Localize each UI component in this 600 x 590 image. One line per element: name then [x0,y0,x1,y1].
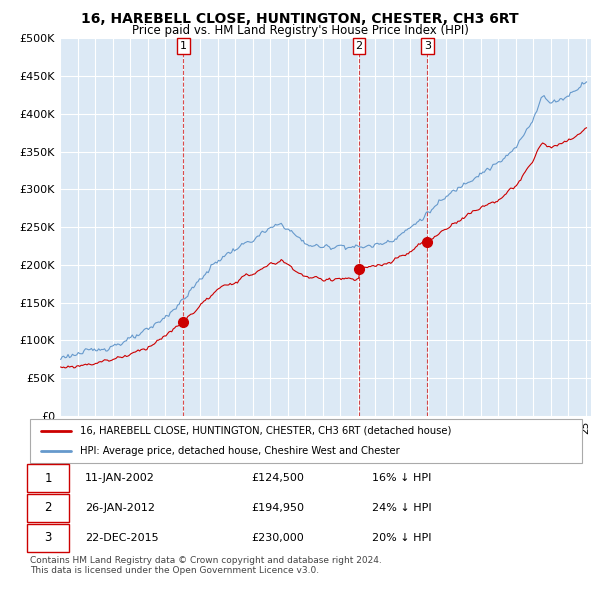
FancyBboxPatch shape [27,464,68,492]
Text: 3: 3 [424,41,431,51]
Text: 11-JAN-2002: 11-JAN-2002 [85,473,155,483]
Text: 16% ↓ HPI: 16% ↓ HPI [372,473,431,483]
Text: Price paid vs. HM Land Registry's House Price Index (HPI): Price paid vs. HM Land Registry's House … [131,24,469,37]
Text: 26-JAN-2012: 26-JAN-2012 [85,503,155,513]
Text: Contains HM Land Registry data © Crown copyright and database right 2024.: Contains HM Land Registry data © Crown c… [30,556,382,565]
Text: This data is licensed under the Open Government Licence v3.0.: This data is licensed under the Open Gov… [30,566,319,575]
Text: 2: 2 [44,502,52,514]
Text: 2: 2 [356,41,363,51]
Text: 24% ↓ HPI: 24% ↓ HPI [372,503,432,513]
Text: 16, HAREBELL CLOSE, HUNTINGTON, CHESTER, CH3 6RT: 16, HAREBELL CLOSE, HUNTINGTON, CHESTER,… [81,12,519,26]
FancyBboxPatch shape [27,494,68,522]
FancyBboxPatch shape [30,419,582,463]
Text: 1: 1 [180,41,187,51]
Text: £124,500: £124,500 [251,473,304,483]
Text: 1: 1 [44,472,52,485]
Text: HPI: Average price, detached house, Cheshire West and Chester: HPI: Average price, detached house, Ches… [80,446,400,456]
Text: £230,000: £230,000 [251,533,304,543]
Text: 20% ↓ HPI: 20% ↓ HPI [372,533,432,543]
Text: £194,950: £194,950 [251,503,304,513]
FancyBboxPatch shape [27,524,68,552]
Text: 3: 3 [44,531,52,544]
Text: 22-DEC-2015: 22-DEC-2015 [85,533,159,543]
Text: 16, HAREBELL CLOSE, HUNTINGTON, CHESTER, CH3 6RT (detached house): 16, HAREBELL CLOSE, HUNTINGTON, CHESTER,… [80,426,451,436]
